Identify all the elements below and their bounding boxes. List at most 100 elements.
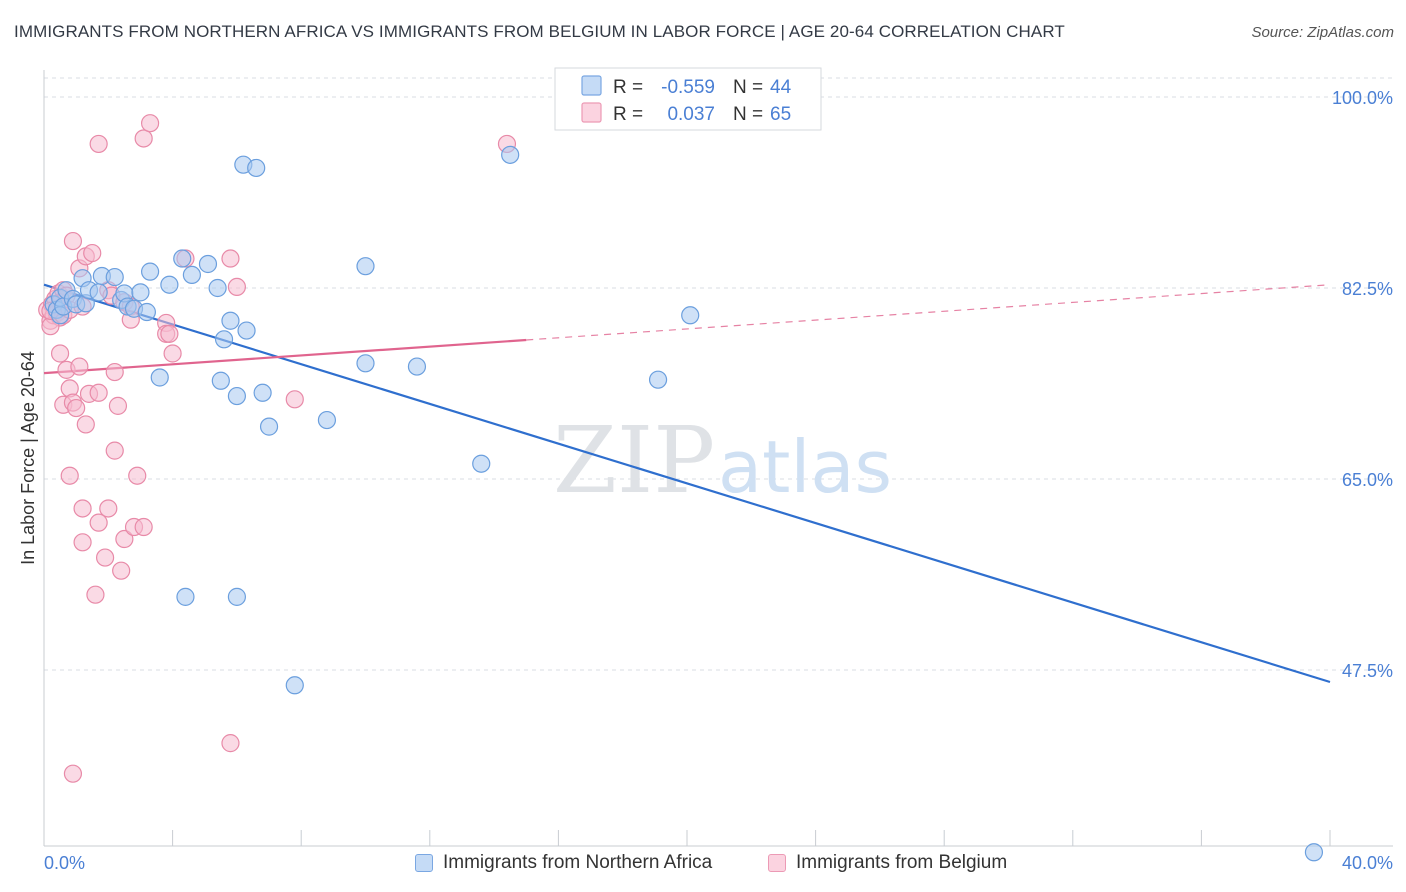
legend-top-n-label-0: N = [733, 77, 763, 98]
point-belgium-26 [73, 533, 92, 552]
point-belgium-15 [50, 344, 70, 363]
legend-top-n-label-1: N = [733, 104, 763, 125]
point-belgium-57 [221, 249, 240, 268]
point-belgium-18 [60, 466, 79, 485]
point-belgium-40 [108, 396, 128, 415]
point-northern-africa-27 [211, 371, 230, 390]
point-northern-africa-38 [317, 410, 337, 430]
point-belgium-22 [67, 398, 86, 418]
point-belgium-42 [112, 561, 131, 580]
point-northern-africa-13 [105, 267, 124, 287]
point-belgium-39 [105, 441, 124, 460]
y-tick-label-3: 100.0% [1332, 88, 1393, 108]
point-northern-africa-11 [89, 283, 108, 302]
legend-item-belgium: Immigrants from Belgium [768, 852, 1007, 874]
data-points [38, 114, 1324, 862]
point-northern-africa-18 [131, 283, 150, 302]
y-tick-labels: 47.5% 65.0% 82.5% 100.0% [1332, 88, 1393, 681]
trend-line-northern-africa [43, 283, 1331, 684]
point-northern-africa-22 [160, 275, 179, 294]
x-tick-label-min: 0.0% [44, 853, 85, 873]
point-belgium-49 [134, 517, 153, 537]
legend-top-swatch-1 [581, 102, 602, 123]
point-northern-africa-25 [198, 254, 218, 274]
point-belgium-60 [285, 390, 304, 409]
point-belgium-24 [70, 357, 89, 376]
point-belgium-51 [140, 114, 160, 133]
legend-top-r-label-0: R = [613, 77, 643, 98]
legend-swatch-pink [768, 854, 786, 872]
y-axis-title: In Labor Force | Age 20-64 [18, 351, 38, 565]
point-northern-africa-19 [137, 302, 156, 322]
watermark-zip: ZIP [553, 407, 715, 514]
point-belgium-54 [160, 324, 179, 343]
point-northern-africa-47 [176, 587, 195, 606]
point-northern-africa-28 [214, 330, 234, 349]
legend-label-belgium: Immigrants from Belgium [796, 852, 1008, 873]
point-belgium-25 [73, 499, 92, 518]
point-northern-africa-42 [472, 454, 491, 473]
legend-label-northern-africa: Immigrants from Northern Africa [443, 852, 713, 873]
legend-top: R = -0.559 N = 44 R = 0.037 N = 65 [554, 67, 822, 131]
point-belgium-31 [89, 383, 108, 402]
point-belgium-48 [128, 466, 147, 485]
point-northern-africa-21 [150, 368, 169, 387]
point-belgium-50 [134, 129, 153, 148]
point-northern-africa-35 [253, 383, 272, 402]
point-northern-africa-46 [1304, 843, 1324, 862]
point-northern-africa-41 [407, 357, 427, 376]
legend-top-swatch-0 [581, 75, 602, 96]
axes [43, 70, 1393, 847]
point-belgium-41 [105, 362, 124, 382]
point-northern-africa-24 [182, 265, 201, 285]
point-northern-africa-39 [356, 354, 375, 373]
point-belgium-62 [63, 764, 83, 783]
legend-top-r-label-1: R = [613, 104, 643, 125]
point-belgium-59 [221, 734, 240, 753]
y-tick-label-2: 82.5% [1342, 279, 1393, 299]
trend-line-belgium [43, 338, 527, 375]
point-northern-africa-26 [208, 278, 227, 298]
point-northern-africa-45 [681, 306, 700, 325]
source-label: Source: ZipAtlas.com [1251, 24, 1394, 41]
legend-swatch-blue [415, 854, 433, 872]
point-northern-africa-30 [227, 386, 246, 406]
point-northern-africa-36 [259, 417, 279, 436]
point-northern-africa-40 [356, 257, 375, 276]
point-belgium-33 [86, 585, 105, 604]
legend-item-northern-africa: Immigrants from Northern Africa [415, 852, 712, 874]
legend-top-n-value-1: 65 [770, 104, 791, 125]
chart-title: IMMIGRANTS FROM NORTHERN AFRICA VS IMMIG… [14, 22, 1065, 41]
point-belgium-20 [63, 231, 83, 251]
point-belgium-43 [115, 529, 134, 549]
point-northern-africa-31 [227, 587, 246, 606]
point-northern-africa-34 [247, 158, 266, 178]
legend-top-r-value-0: -0.559 [661, 77, 715, 98]
point-belgium-30 [83, 243, 102, 263]
point-belgium-55 [163, 344, 182, 363]
point-belgium-32 [89, 513, 108, 532]
point-northern-africa-44 [648, 370, 668, 389]
point-belgium-34 [89, 134, 108, 154]
legend-bottom: Immigrants from Northern Africa Immigran… [0, 852, 1406, 878]
watermark-atlas: atlas [718, 425, 892, 509]
point-northern-africa-23 [173, 249, 192, 268]
point-northern-africa-29 [221, 311, 240, 330]
watermark: ZIP atlas [553, 407, 892, 514]
x-tick-labels: 0.0% 40.0% [44, 853, 1393, 873]
point-belgium-37 [99, 499, 118, 518]
x-tick-label-max: 40.0% [1342, 853, 1393, 873]
y-tick-label-1: 65.0% [1342, 470, 1393, 490]
point-belgium-35 [95, 548, 115, 567]
point-northern-africa-37 [285, 676, 304, 695]
point-belgium-58 [227, 277, 246, 297]
point-belgium-28 [76, 415, 95, 434]
trend-lines [43, 283, 1331, 684]
y-axis-title-group: In Labor Force | Age 20-64 [18, 351, 38, 565]
legend-top-n-value-0: 44 [770, 77, 792, 98]
point-northern-africa-32 [237, 321, 256, 340]
y-tick-label-0: 47.5% [1342, 661, 1393, 681]
point-northern-africa-20 [140, 262, 160, 281]
point-northern-africa-43 [501, 145, 520, 164]
